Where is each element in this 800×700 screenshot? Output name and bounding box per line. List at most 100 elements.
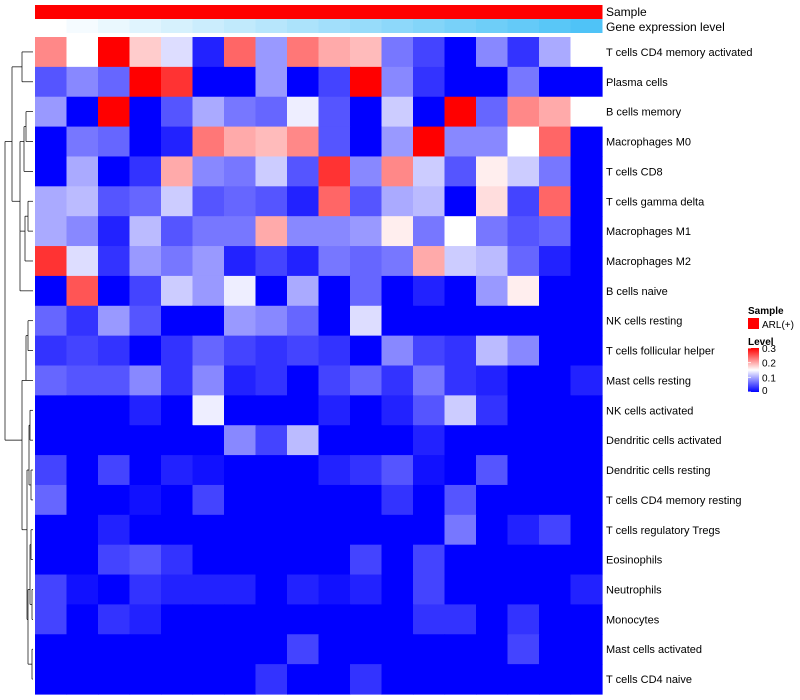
expression-annotation-cell: [192, 19, 225, 33]
heatmap-cell: [381, 514, 414, 546]
heatmap-cell: [476, 574, 509, 606]
heatmap-cell: [507, 186, 540, 217]
heatmap-cell: [539, 335, 572, 367]
heatmap-cell: [66, 455, 99, 486]
expression-annotation-cell: [413, 19, 445, 33]
heatmap-cell: [161, 664, 194, 695]
heatmap-cell: [66, 156, 99, 187]
heatmap-cell: [570, 186, 603, 217]
heatmap-cell: [192, 156, 225, 187]
heatmap-cell: [287, 66, 320, 98]
heatmap-cell: [539, 395, 572, 426]
heatmap-cell: [444, 395, 477, 426]
heatmap-cell: [570, 425, 603, 456]
sample-annotation-cell: [224, 5, 256, 19]
legend-tick-label: 0.1: [762, 373, 776, 384]
heatmap-cell: [192, 37, 225, 68]
heatmap-cell: [129, 634, 162, 665]
heatmap-cell: [98, 574, 131, 606]
sample-annotation-cell: [476, 5, 508, 19]
heatmap-cell: [507, 275, 540, 307]
heatmap-cell: [318, 425, 351, 456]
heatmap-cell: [318, 544, 351, 576]
heatmap-cell: [570, 156, 603, 187]
heatmap-cell: [507, 425, 540, 456]
heatmap-cell: [444, 455, 477, 486]
sample-annotation-cell: [507, 5, 540, 19]
heatmap-cell: [476, 455, 509, 486]
heatmap-cell: [287, 246, 320, 277]
heatmap-cell: [35, 395, 68, 426]
sample-annotation-cell: [287, 5, 319, 19]
heatmap-cell: [570, 37, 603, 68]
heatmap-cell: [66, 37, 99, 68]
heatmap-cell: [570, 514, 603, 546]
heatmap-cell: [476, 664, 509, 695]
heatmap-cell: [507, 365, 540, 396]
heatmap-cell: [161, 216, 194, 247]
heatmap-cell: [381, 484, 414, 516]
heatmap-cell: [98, 186, 131, 217]
heatmap-cell: [66, 514, 99, 546]
heatmap-cell: [476, 484, 509, 516]
heatmap-cell: [224, 216, 257, 247]
heatmap-cell: [129, 126, 162, 158]
legend-sample-title: Sample: [748, 306, 784, 317]
heatmap-cell: [507, 634, 540, 665]
heatmap-cell: [413, 574, 446, 606]
heatmap-cell: [224, 395, 257, 426]
heatmap-cell: [381, 395, 414, 426]
heatmap-cell: [413, 246, 446, 277]
heatmap-cell: [224, 455, 257, 486]
legend-sample-label: ARL(+): [762, 320, 794, 331]
heatmap-cell: [192, 484, 225, 516]
heatmap-cell: [570, 246, 603, 277]
heatmap-cell: [413, 365, 446, 396]
heatmap-cell: [413, 395, 446, 426]
heatmap-cell: [98, 66, 131, 98]
column-annotation-bars: [35, 5, 603, 33]
heatmap-cell: [570, 544, 603, 576]
heatmap-cell: [539, 664, 572, 695]
heatmap-cell: [381, 186, 414, 217]
heatmap-cell: [539, 126, 572, 158]
heatmap-cell: [66, 365, 99, 396]
heatmap-cell: [476, 216, 509, 247]
expression-annotation-cell: [255, 19, 288, 33]
heatmap-cell: [413, 275, 446, 307]
heatmap-cell: [444, 664, 477, 695]
heatmap-cell: [570, 484, 603, 516]
row-label: NK cells resting: [606, 316, 682, 328]
heatmap-cell: [507, 96, 540, 128]
heatmap-cell: [287, 37, 320, 68]
heatmap-cell: [98, 275, 131, 307]
heatmap-cell: [570, 455, 603, 486]
heatmap-cell: [66, 305, 99, 337]
heatmap-cell: [350, 275, 383, 307]
heatmap-cell: [224, 574, 257, 606]
heatmap-cell: [35, 574, 68, 606]
row-label: Mast cells resting: [606, 375, 691, 387]
heatmap-cell: [66, 634, 99, 665]
row-label: Macrophages M2: [606, 256, 691, 268]
heatmap-cell: [287, 514, 320, 546]
heatmap-cell: [318, 96, 351, 128]
heatmap-cell: [129, 514, 162, 546]
heatmap-cell: [444, 126, 477, 158]
heatmap-cell: [444, 305, 477, 337]
heatmap-cell: [255, 425, 288, 456]
heatmap-cell: [66, 425, 99, 456]
heatmap-cell: [287, 425, 320, 456]
heatmap-cell: [413, 484, 446, 516]
heatmap-cell: [255, 664, 288, 695]
heatmap-cell: [98, 246, 131, 277]
heatmap-cell: [413, 335, 446, 367]
heatmap-cell: [255, 275, 288, 307]
heatmap-cell: [444, 156, 477, 187]
heatmap-cell: [539, 514, 572, 546]
heatmap-cell: [161, 186, 194, 217]
heatmap-cell: [224, 305, 257, 337]
heatmap-cell: [444, 544, 477, 576]
heatmap-cell: [539, 574, 572, 606]
heatmap-cell: [381, 37, 414, 68]
